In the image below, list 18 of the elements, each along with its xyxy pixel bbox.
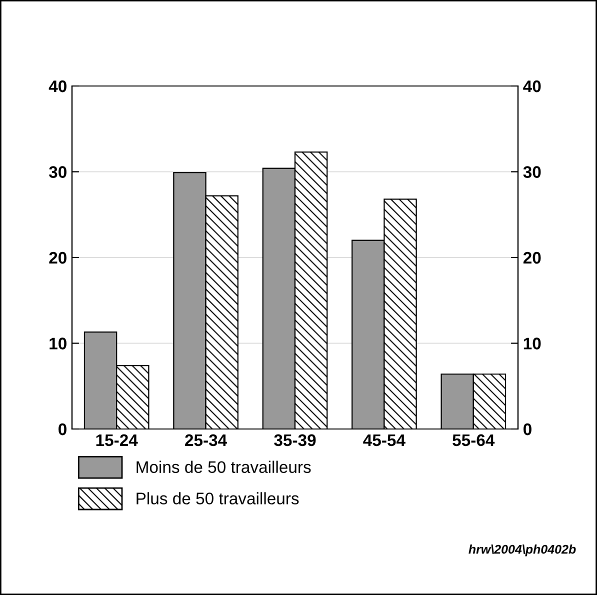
text: hrw\2004\ph0402b xyxy=(468,544,576,556)
y2-tick-label: 20 xyxy=(523,252,541,264)
x-tick-label: 45-54 xyxy=(363,434,406,446)
y2-tick-label: 10 xyxy=(524,338,541,350)
x-tick-label: 55-64 xyxy=(452,434,495,446)
y2-tick-label: 40 xyxy=(523,80,541,92)
x-tick-label: 35-39 xyxy=(274,434,316,446)
x-tick-label: 15-24 xyxy=(96,434,138,446)
y-tick-label: 40 xyxy=(48,80,66,92)
y2-tick-label: 0 xyxy=(524,423,532,436)
y-tick-label: 20 xyxy=(49,252,66,264)
y2-tick-label: 30 xyxy=(523,166,541,178)
legend-label: Plus de 50 travailleurs xyxy=(136,492,299,504)
y-tick-label: 30 xyxy=(48,166,66,178)
legend-label: Moins de 50 travailleurs xyxy=(136,460,311,473)
x-tick-label: 25-34 xyxy=(185,434,228,446)
y-tick-label: 10 xyxy=(50,338,66,350)
y-tick-label: 0 xyxy=(58,423,66,436)
